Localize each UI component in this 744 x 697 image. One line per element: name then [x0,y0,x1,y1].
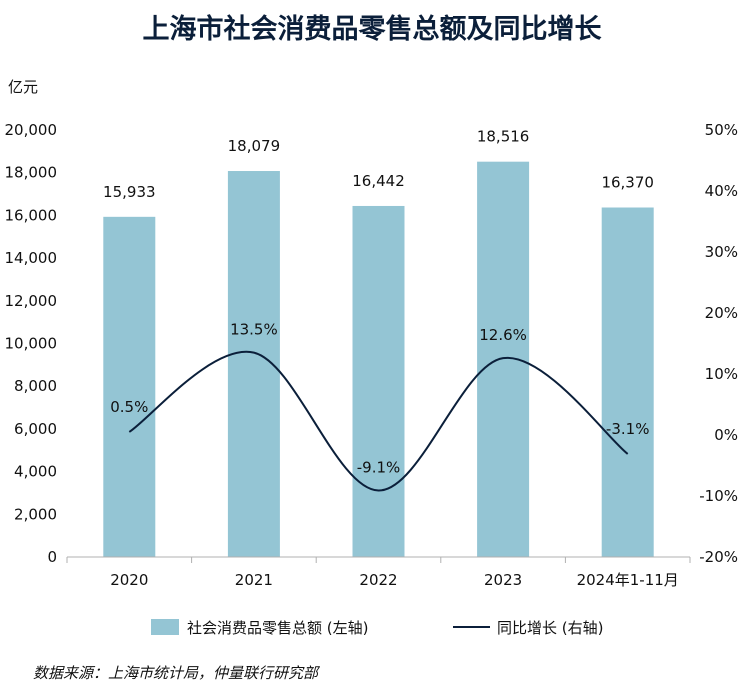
source-note: 数据来源：上海市统计局，仲量联行研究部 [33,664,321,682]
x-tick-label: 2020 [110,571,148,589]
left-tick-label: 10,000 [5,335,58,353]
x-tick-label: 2024年1-11月 [577,571,679,589]
legend: 社会消费品零售总额 (左轴) 同比增长 (右轴) [151,619,603,637]
bar-2 [353,206,405,557]
growth-value-label: 0.5% [110,398,148,416]
right-tick-label: 20% [705,304,738,322]
right-tick-label: -10% [699,487,738,505]
right-tick-label: 30% [705,243,738,261]
x-tick-label: 2023 [484,571,522,589]
left-tick-label: 14,000 [5,249,58,267]
bar-value-label: 16,370 [601,174,654,192]
growth-value-label: -9.1% [357,459,401,477]
growth-value-label: -3.1% [606,420,650,438]
left-tick-label: 12,000 [5,292,58,310]
right-tick-label: 40% [705,182,738,200]
bar-value-label: 18,079 [228,137,281,155]
legend-bar-swatch [151,619,179,635]
right-tick-label: 50% [705,121,738,139]
x-tick-label: 2022 [359,571,397,589]
bar-0 [103,217,155,557]
chart-title: 上海市社会消费品零售总额及同比增长 [143,13,603,45]
legend-line-label: 同比增长 (右轴) [497,619,603,637]
bar-value-label: 15,933 [103,183,156,201]
right-tick-label: -20% [699,548,738,566]
bar-value-label: 16,442 [352,172,405,190]
right-tick-label: 10% [705,365,738,383]
left-tick-label: 8,000 [14,377,57,395]
left-tick-label: 18,000 [5,164,58,182]
left-tick-label: 6,000 [14,420,57,438]
left-tick-label: 4,000 [14,463,57,481]
bars [103,162,653,557]
bar-4 [602,208,654,557]
right-tick-label: 0% [714,426,738,444]
left-axis-unit: 亿元 [8,78,38,96]
growth-value-label: 13.5% [230,321,278,339]
left-tick-label: 0 [47,548,57,566]
bar-3 [477,162,529,557]
x-tick-label: 2021 [235,571,273,589]
legend-bar-label: 社会消费品零售总额 (左轴) [187,619,368,637]
left-tick-label: 20,000 [5,121,58,139]
left-tick-label: 2,000 [14,505,57,523]
bar-value-label: 18,516 [477,128,530,146]
left-tick-label: 16,000 [5,206,58,224]
growth-value-label: 12.6% [479,326,527,344]
